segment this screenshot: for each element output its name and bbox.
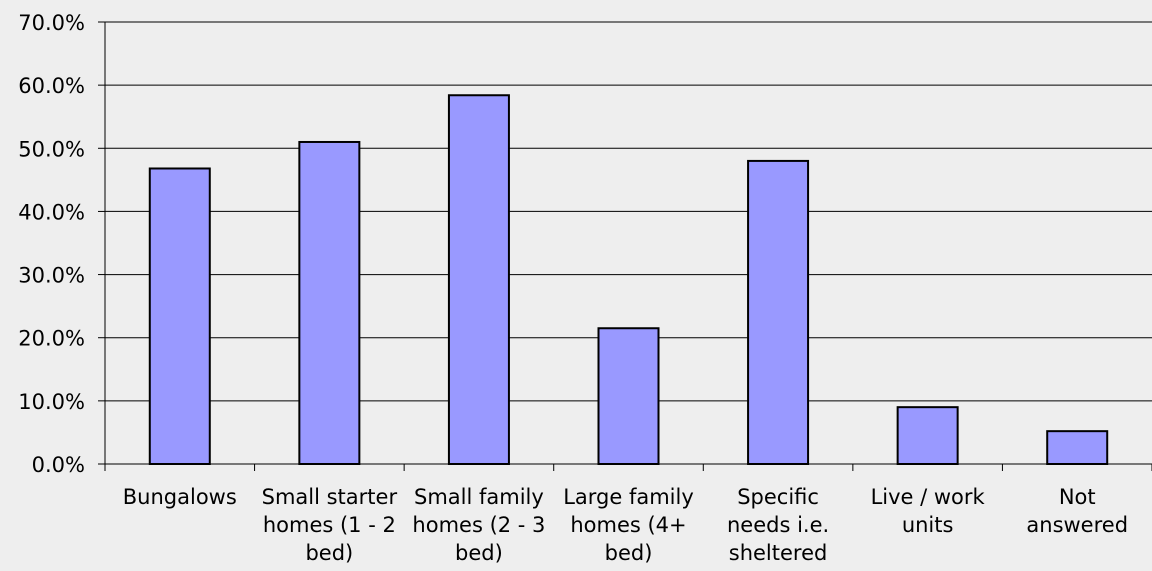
category-label-line: Small family bbox=[414, 485, 544, 509]
category-label-line: units bbox=[902, 513, 954, 537]
y-tick-label: 70.0% bbox=[18, 11, 85, 35]
bar bbox=[148, 167, 211, 465]
bar bbox=[896, 406, 959, 465]
bar bbox=[447, 94, 510, 465]
category-label: Small family homes (2 - 3 bed) bbox=[412, 485, 545, 565]
category-label: Bungalows bbox=[123, 485, 237, 509]
y-tick-label: 10.0% bbox=[18, 390, 85, 414]
bar bbox=[597, 327, 660, 465]
y-tick-label: 60.0% bbox=[18, 74, 85, 98]
category-label: Specific needs i.e. sheltered bbox=[727, 485, 829, 565]
y-tick-label: 30.0% bbox=[18, 264, 85, 288]
y-tick-label: 0.0% bbox=[32, 453, 85, 477]
category-label-line: bed) bbox=[305, 541, 353, 565]
category-label-line: homes (4+ bbox=[570, 513, 686, 537]
category-label-line: Large family bbox=[563, 485, 694, 509]
bar bbox=[747, 159, 810, 466]
y-tick-label: 20.0% bbox=[18, 327, 85, 351]
category-label: Large family homes (4+ bed) bbox=[563, 485, 694, 565]
category-label-line: homes (1 - 2 bbox=[263, 513, 396, 537]
bar bbox=[1046, 430, 1109, 465]
category-label-line: needs i.e. bbox=[727, 513, 829, 537]
category-label: Not answered bbox=[1026, 485, 1128, 537]
y-tick-labels: 0.0% 10.0% 20.0% 30.0% 40.0% 50.0% 60.0% 70.0% bbox=[18, 11, 85, 477]
bars bbox=[148, 94, 1109, 466]
category-label-line: homes (2 - 3 bbox=[412, 513, 545, 537]
category-label-line: Bungalows bbox=[123, 485, 237, 509]
category-label-line: Small starter bbox=[262, 485, 398, 509]
category-label: Live / work units bbox=[871, 485, 986, 537]
category-label-line: answered bbox=[1026, 513, 1128, 537]
category-label-line: Specific bbox=[737, 485, 819, 509]
bar bbox=[298, 140, 361, 465]
y-tick-label: 40.0% bbox=[18, 200, 85, 224]
category-label-line: bed) bbox=[455, 541, 503, 565]
category-label-line: sheltered bbox=[729, 541, 828, 565]
y-tick-label: 50.0% bbox=[18, 137, 85, 161]
category-label-line: Live / work bbox=[871, 485, 986, 509]
category-label: Small starter homes (1 - 2 bed) bbox=[262, 485, 398, 565]
category-label-line: Not bbox=[1059, 485, 1096, 509]
category-labels: Bungalows Small starter homes (1 - 2 bed)Sm… bbox=[123, 485, 1128, 565]
category-label-line: bed) bbox=[605, 541, 653, 565]
